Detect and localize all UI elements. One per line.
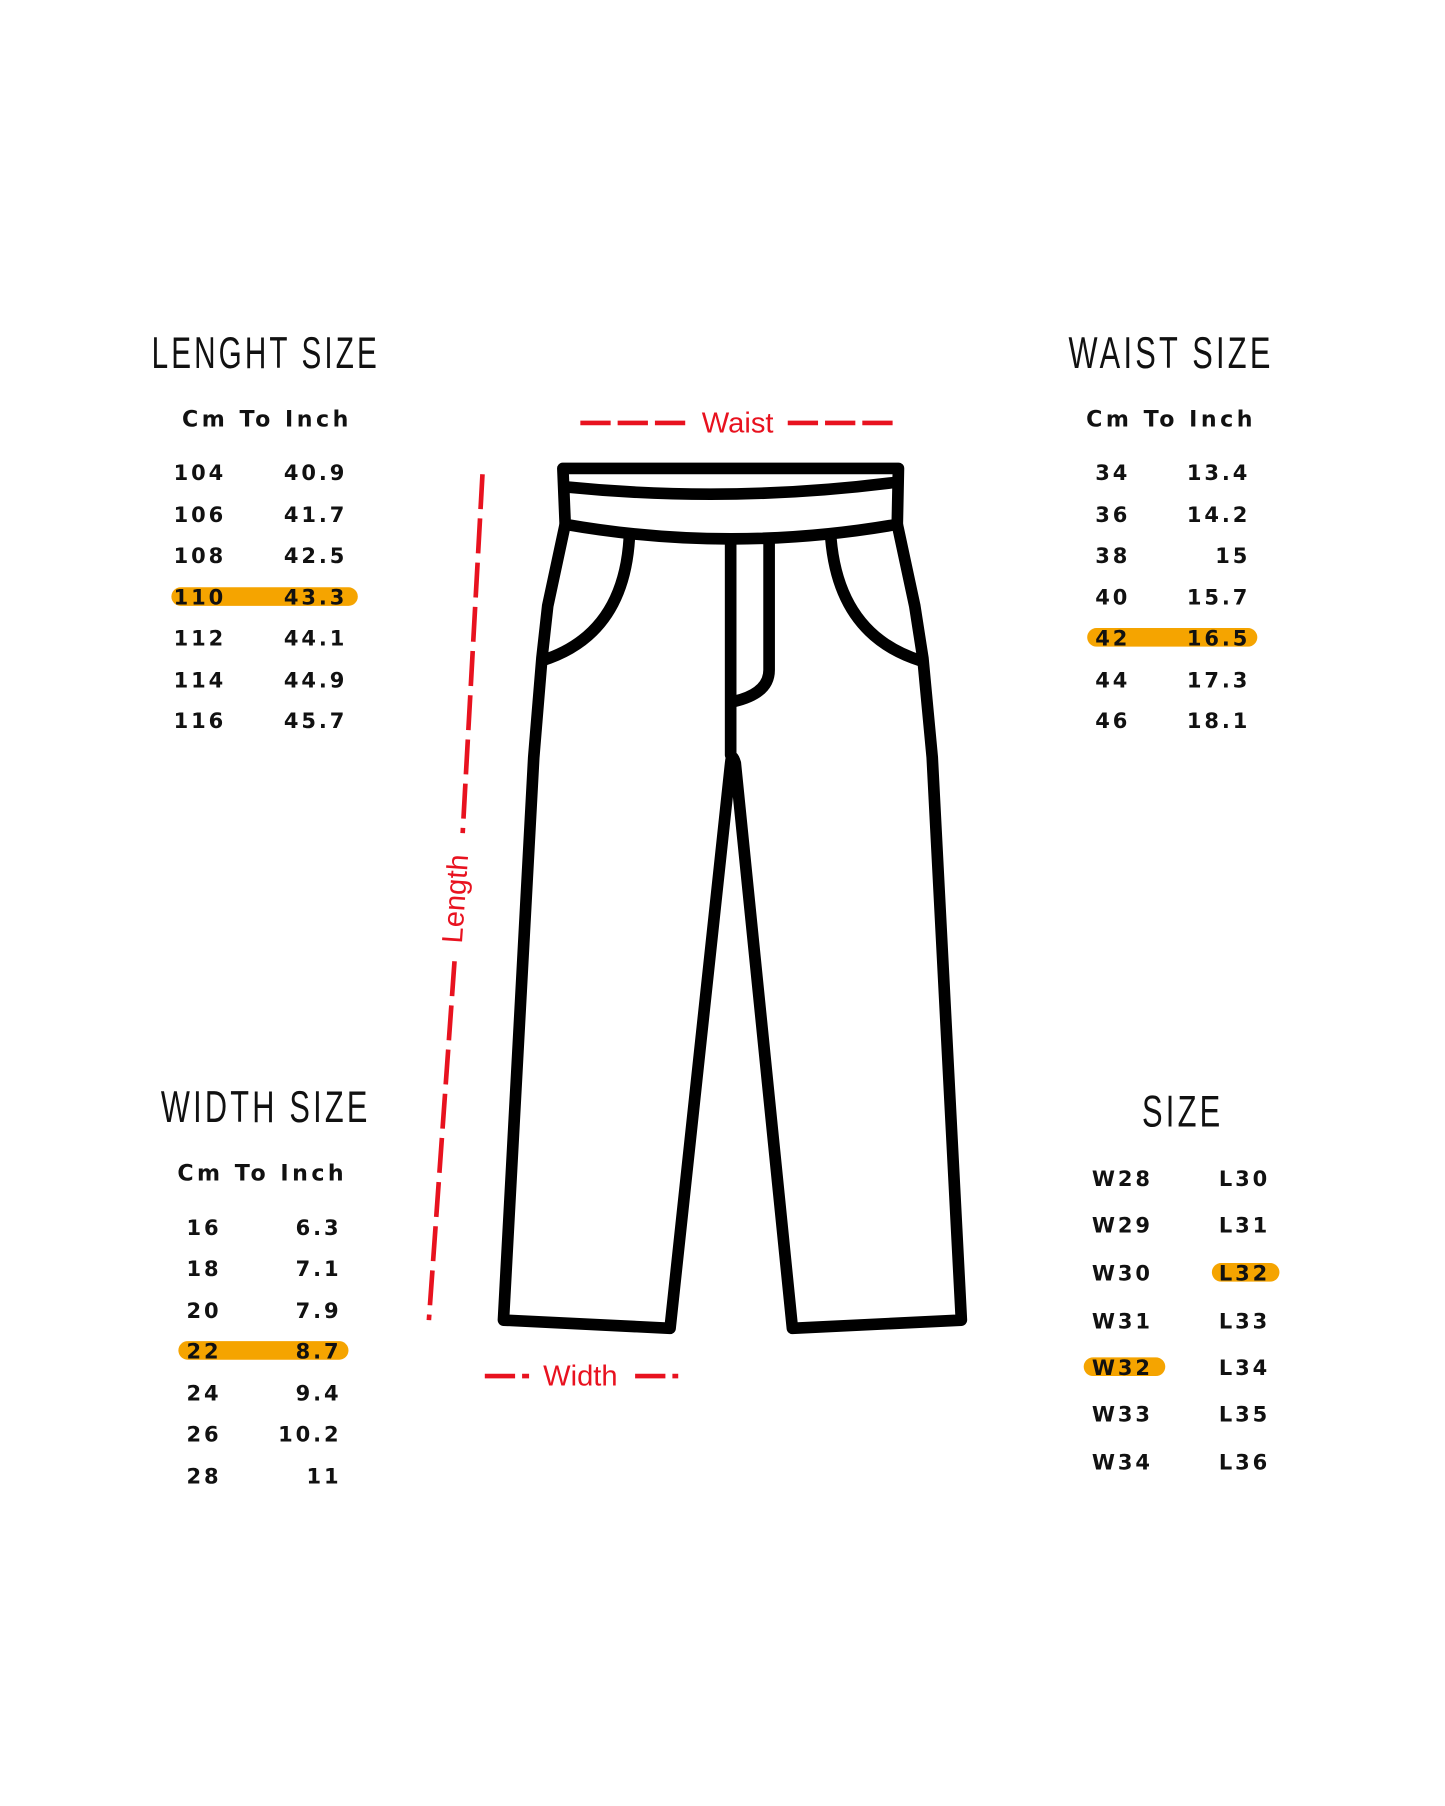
waist-title: WAIST SIZE (1069, 329, 1274, 378)
size-length-value: L35 (1219, 1402, 1270, 1426)
length-inch-value: 44.9 (284, 668, 347, 692)
waist-inch-value: 18.1 (1187, 709, 1250, 733)
length-inch-value: 41.7 (284, 503, 347, 527)
width-inch-value: 6.3 (296, 1216, 342, 1240)
waist-cm-value: 44 (1095, 668, 1130, 692)
size-length-value: L32 (1219, 1262, 1270, 1286)
length-cm-value: 112 (174, 626, 227, 650)
waist-inch-value: 14.2 (1187, 503, 1250, 527)
length-inch-value: 42.5 (284, 544, 347, 568)
width-cm-value: 24 (186, 1382, 221, 1406)
width-cm-value: 22 (186, 1340, 221, 1364)
size-waist-value: W33 (1092, 1402, 1153, 1426)
width-inch-value: 9.4 (296, 1382, 342, 1406)
size-waist-value: W30 (1092, 1262, 1153, 1286)
length-inch-value: 40.9 (284, 461, 347, 485)
waist-highlight (1087, 628, 1258, 647)
width-subtitle: Cm To Inch (177, 1160, 347, 1186)
size-waist-value: W34 (1092, 1450, 1153, 1474)
length-cm-value: 106 (174, 503, 227, 527)
size-title: SIZE (1142, 1088, 1224, 1137)
length-inch-value: 43.3 (284, 586, 347, 610)
size-length-value: L34 (1219, 1356, 1270, 1380)
length-highlight (171, 587, 358, 606)
width-measure: Width (484, 1360, 679, 1392)
length-inch-value: 45.7 (284, 709, 347, 733)
width-cm-value: 28 (186, 1464, 221, 1488)
waist-cm-value: 34 (1095, 461, 1130, 485)
width-inch-value: 11 (306, 1464, 341, 1488)
waist-cm-value: 46 (1095, 709, 1130, 733)
waist-cm-value: 42 (1095, 626, 1130, 650)
waist-cm-value: 40 (1095, 586, 1130, 610)
width-inch-value: 8.7 (296, 1340, 342, 1364)
size-waist-value: W28 (1092, 1167, 1153, 1191)
waist-inch-value: 16.5 (1187, 626, 1250, 650)
waist-inch-value: 15.7 (1187, 586, 1250, 610)
width-inch-value: 10.2 (278, 1422, 341, 1446)
length-title: LENGHT SIZE (152, 329, 380, 378)
waist-cm-value: 36 (1095, 503, 1130, 527)
waist-inch-value: 17.3 (1187, 668, 1250, 692)
highlights (171, 587, 1280, 1377)
size-waist-value: W32 (1092, 1356, 1153, 1380)
size-length-value: L33 (1219, 1309, 1270, 1333)
size-waist-value: W31 (1092, 1309, 1153, 1333)
waist-subtitle: Cm To Inch (1086, 406, 1256, 432)
size-w-highlight (1083, 1357, 1166, 1377)
size-length-value: L31 (1219, 1214, 1270, 1238)
waist-measure: Waist (580, 407, 895, 439)
waist-cm-value: 38 (1095, 544, 1130, 568)
size-length-value: L36 (1219, 1450, 1270, 1474)
width-cm-value: 20 (186, 1299, 221, 1323)
waist-inch-value: 13.4 (1187, 461, 1250, 485)
length-cm-value: 114 (174, 668, 227, 692)
waist-inch-value: 15 (1215, 544, 1250, 568)
size-l-highlight (1211, 1263, 1280, 1282)
width-inch-value: 7.1 (296, 1257, 342, 1281)
length-inch-value: 44.1 (284, 626, 347, 650)
length-subtitle: Cm To Inch (182, 406, 352, 432)
length-cm-value: 116 (174, 709, 227, 733)
length-measure: Length (426, 474, 485, 1321)
width-highlight (178, 1341, 349, 1360)
pants-outline-icon (497, 462, 968, 1335)
waist-label: Waist (702, 407, 774, 439)
width-cm-value: 16 (186, 1216, 221, 1240)
width-cm-value: 18 (186, 1257, 221, 1281)
size-waist-value: W29 (1092, 1214, 1153, 1238)
size-length-value: L30 (1219, 1167, 1270, 1191)
length-cm-value: 108 (174, 544, 227, 568)
width-title: WIDTH SIZE (161, 1083, 371, 1132)
length-cm-value: 104 (174, 461, 227, 485)
width-label: Width (543, 1360, 617, 1392)
length-label: Length (437, 853, 475, 944)
width-inch-value: 7.9 (296, 1299, 342, 1323)
width-cm-value: 26 (186, 1422, 221, 1446)
length-cm-value: 110 (174, 586, 227, 610)
